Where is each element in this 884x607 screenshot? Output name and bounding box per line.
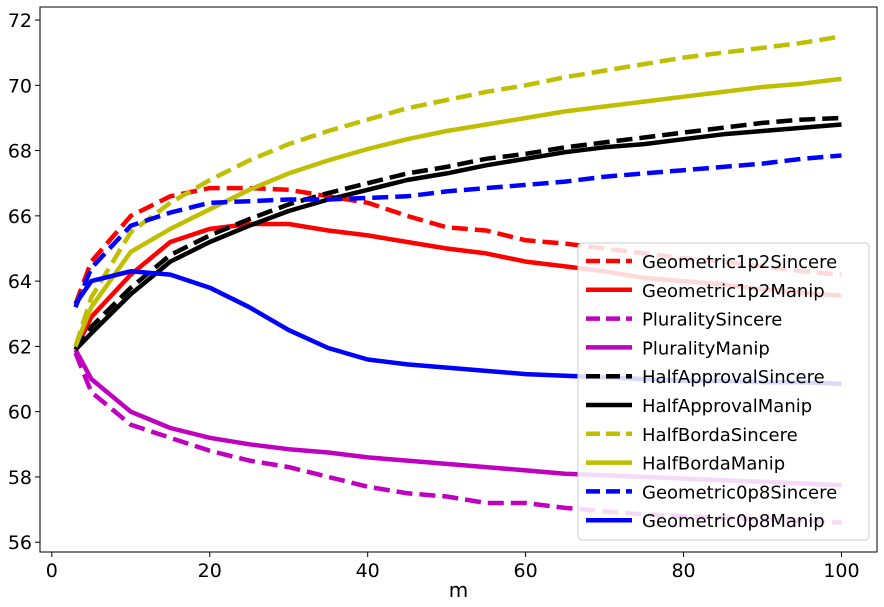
legend-entry: HalfBordaSincere <box>642 425 798 446</box>
legend-entry: HalfBordaManip <box>642 454 785 475</box>
legend-entry: Geometric0p8Sincere <box>642 482 837 503</box>
y-tick-label: 72 <box>8 10 32 32</box>
series-lines <box>73 34 842 525</box>
legend: Geometric1p2Sincere Geometric1p2Manip Plur… <box>577 242 870 541</box>
series-line-Geometric0p8Sincere <box>73 153 842 309</box>
plot-frame <box>39 6 878 553</box>
series-line-HalfApprovalSincere <box>73 115 842 351</box>
x-tick-label: 100 <box>823 560 859 582</box>
x-tick-label: 20 <box>198 560 222 582</box>
x-tick-label: 0 <box>46 560 58 582</box>
legend-entry: PluralitySincere <box>642 310 782 331</box>
legend-entry: Geometric1p2Manip <box>642 281 825 302</box>
y-tick-label: 60 <box>8 402 32 424</box>
y-tick-label: 70 <box>8 75 32 97</box>
series-line-HalfBordaSincere <box>73 34 842 348</box>
y-axis-ticks: 56 58 60 62 64 66 68 70 72 <box>8 10 40 554</box>
x-tick-label: 40 <box>356 560 380 582</box>
y-tick-label: 62 <box>8 336 32 358</box>
y-tick-label: 56 <box>8 532 32 554</box>
x-axis-ticks: 0 20 40 60 80 100 <box>46 552 860 582</box>
x-axis-label: m <box>449 578 468 602</box>
legend-entry: Geometric1p2Sincere <box>642 252 837 273</box>
y-tick-label: 66 <box>8 206 32 228</box>
x-tick-label: 60 <box>514 560 538 582</box>
x-tick-label: 80 <box>671 560 695 582</box>
legend-entry: PluralityManip <box>642 338 770 359</box>
legend-entry: HalfApprovalSincere <box>642 367 825 388</box>
series-line-HalfBordaManip <box>73 76 842 348</box>
series-line-HalfApprovalManip <box>73 122 842 352</box>
legend-entry: HalfApprovalManip <box>642 396 812 417</box>
y-tick-label: 68 <box>8 141 32 163</box>
legend-entry: Geometric0p8Manip <box>642 511 825 532</box>
y-tick-label: 58 <box>8 467 32 489</box>
y-tick-label: 64 <box>8 271 32 293</box>
legend-box <box>577 242 870 541</box>
